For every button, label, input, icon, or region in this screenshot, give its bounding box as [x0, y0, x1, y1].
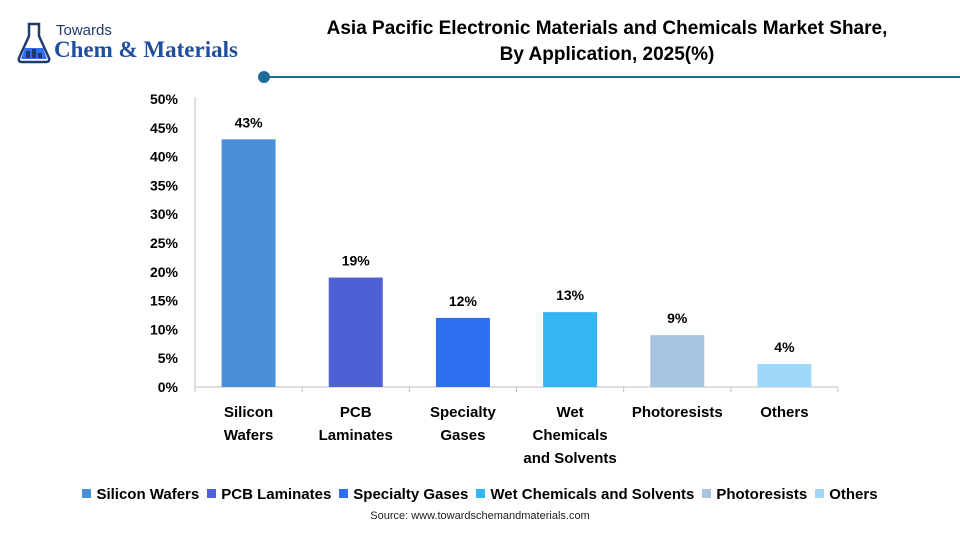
bar-4 — [543, 312, 598, 387]
bar-3 — [435, 317, 490, 387]
x-tick-label: Wafers — [224, 427, 273, 444]
flask-icon — [17, 22, 51, 64]
data-label: 19% — [342, 253, 371, 269]
y-tick-label: 50% — [150, 91, 179, 107]
legend-item: PCB Laminates — [207, 486, 331, 503]
x-tick-label: Silicon — [224, 404, 273, 421]
data-label: 13% — [556, 287, 585, 303]
legend-label: Wet Chemicals and Solvents — [490, 486, 695, 503]
legend-item: Silicon Wafers — [82, 486, 199, 503]
legend-item: Wet Chemicals and Solvents — [476, 486, 694, 503]
chart-title-line-2: By Application, 2025(%) — [499, 44, 715, 65]
legend-swatch — [82, 489, 92, 498]
x-tick-label: Gases — [440, 427, 485, 444]
logo-brand-text: Chem & Materials — [54, 37, 238, 62]
y-tick-label: 35% — [150, 177, 179, 193]
data-label: 12% — [449, 293, 478, 309]
bar-chart: 0% 5% 10% 15% 20% 25% 30% 35% 40% 45% 50% 43% Silico… — [150, 91, 839, 467]
legend-swatch — [207, 489, 217, 498]
legend-label: Others — [829, 486, 878, 503]
legend-swatch — [702, 489, 712, 498]
title-divider — [264, 76, 960, 78]
bar-1 — [221, 139, 276, 387]
x-tick-label: and Solvents — [523, 450, 616, 467]
y-tick-label: 45% — [150, 120, 179, 136]
x-tick-label: Photoresists — [632, 404, 723, 421]
data-label: 43% — [235, 114, 264, 130]
title-divider-dot — [258, 71, 270, 83]
y-tick-label: 25% — [150, 235, 179, 251]
x-tick-label: Chemicals — [533, 427, 608, 444]
bar-6 — [757, 363, 812, 387]
y-tick-label: 30% — [150, 206, 179, 222]
x-tick-label: Laminates — [319, 427, 393, 444]
x-tick-label: Wet — [556, 404, 583, 421]
y-tick-label: 0% — [158, 379, 179, 395]
legend-label: Specialty Gases — [353, 486, 469, 503]
legend-item: Others — [815, 486, 878, 503]
y-tick-label: 10% — [150, 321, 179, 337]
y-tick-label: 5% — [158, 350, 179, 366]
chart-title-line-1: Asia Pacific Electronic Materials and Ch… — [326, 18, 888, 39]
legend-label: Silicon Wafers — [96, 486, 200, 503]
legend-label: Photoresists — [716, 486, 808, 503]
source-text: Source: www.towardschemandmaterials.com — [370, 510, 590, 522]
legend-swatch — [339, 489, 349, 498]
x-tick-label: Specialty — [430, 404, 497, 421]
y-tick-label: 40% — [150, 149, 179, 165]
logo: Towards Chem & Materials — [16, 14, 256, 70]
bar-5 — [650, 335, 705, 387]
legend-swatch — [815, 489, 825, 498]
data-label: 4% — [774, 339, 795, 355]
legend-item: Specialty Gases — [339, 486, 468, 503]
legend-swatch — [476, 489, 486, 498]
chart-title: Asia Pacific Electronic Materials and Ch… — [262, 16, 952, 68]
y-tick-label: 20% — [150, 264, 179, 280]
chart-legend: Silicon Wafers PCB Laminates Specialty Gas… — [0, 486, 960, 503]
legend-label: PCB Laminates — [221, 486, 332, 503]
bar-2 — [328, 277, 383, 387]
data-label: 9% — [667, 310, 688, 326]
logo-towards-text: Towards — [56, 22, 112, 39]
legend-item: Photoresists — [702, 486, 807, 503]
x-tick-label: Others — [760, 404, 808, 421]
y-tick-label: 15% — [150, 293, 179, 309]
x-tick-label: PCB — [340, 404, 372, 421]
